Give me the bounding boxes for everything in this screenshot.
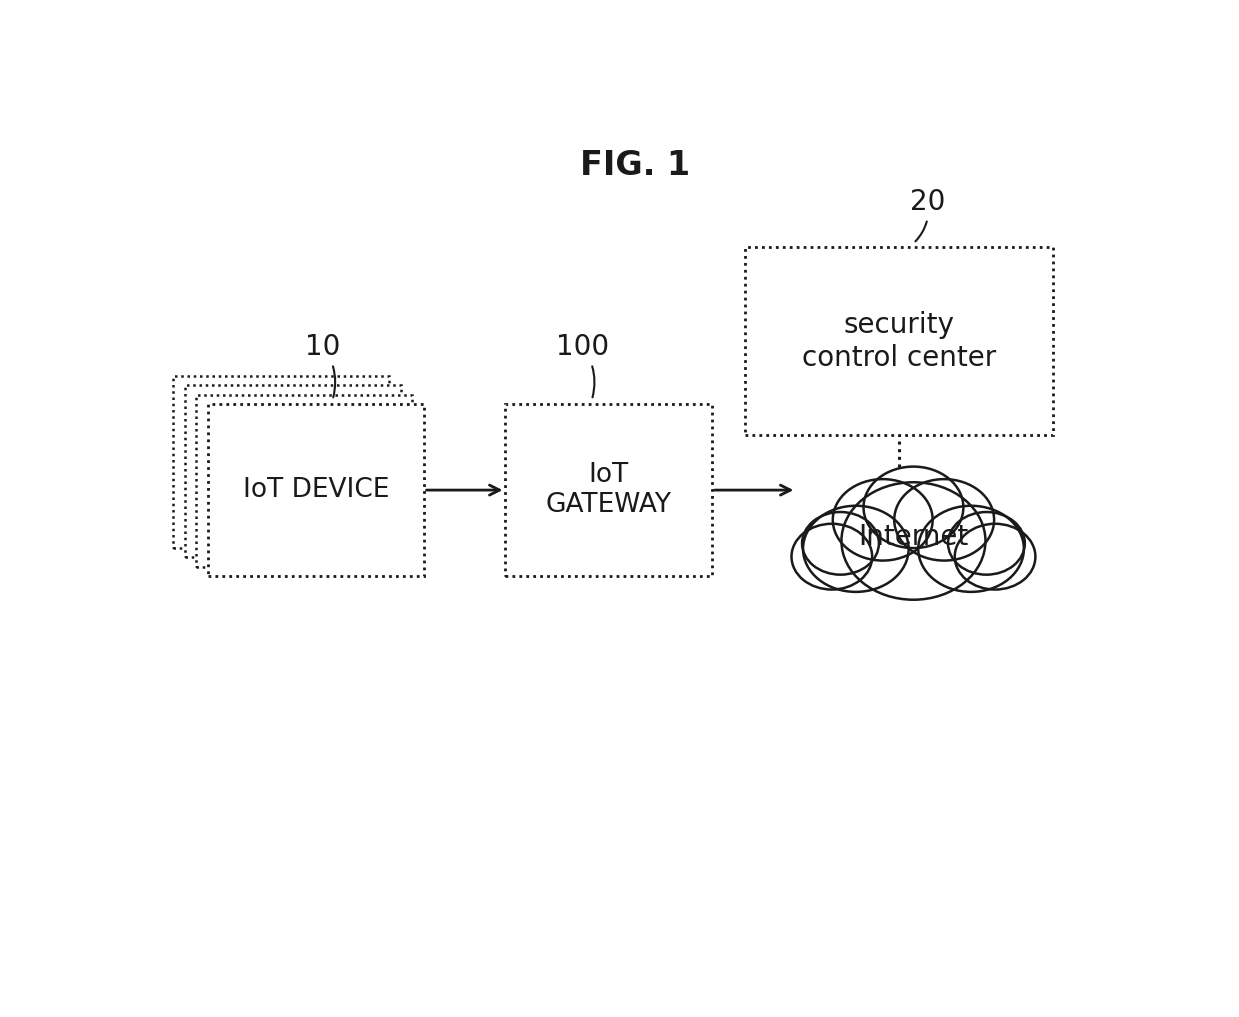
FancyBboxPatch shape xyxy=(185,385,400,557)
FancyBboxPatch shape xyxy=(506,404,711,577)
Text: 100: 100 xyxy=(555,333,608,398)
Text: 20: 20 xyxy=(911,188,945,241)
Circle shape xyxy=(802,512,878,575)
Text: IoT
GATEWAY: IoT GATEWAY xyxy=(545,462,672,518)
Circle shape xyxy=(803,505,908,592)
Circle shape xyxy=(833,479,933,560)
Circle shape xyxy=(948,512,1025,575)
Circle shape xyxy=(841,482,985,600)
Circle shape xyxy=(792,524,872,590)
FancyBboxPatch shape xyxy=(173,375,389,548)
Circle shape xyxy=(864,467,964,548)
Text: IoT DEVICE: IoT DEVICE xyxy=(243,477,389,503)
FancyBboxPatch shape xyxy=(208,404,424,577)
Circle shape xyxy=(918,505,1023,592)
Circle shape xyxy=(955,524,1036,590)
Circle shape xyxy=(895,479,994,560)
FancyBboxPatch shape xyxy=(746,247,1053,435)
Text: 10: 10 xyxy=(305,333,341,398)
Text: FIG. 1: FIG. 1 xyxy=(580,149,690,182)
FancyBboxPatch shape xyxy=(196,395,413,566)
Text: security
control center: security control center xyxy=(802,311,996,371)
Text: Internet: Internet xyxy=(859,523,969,551)
